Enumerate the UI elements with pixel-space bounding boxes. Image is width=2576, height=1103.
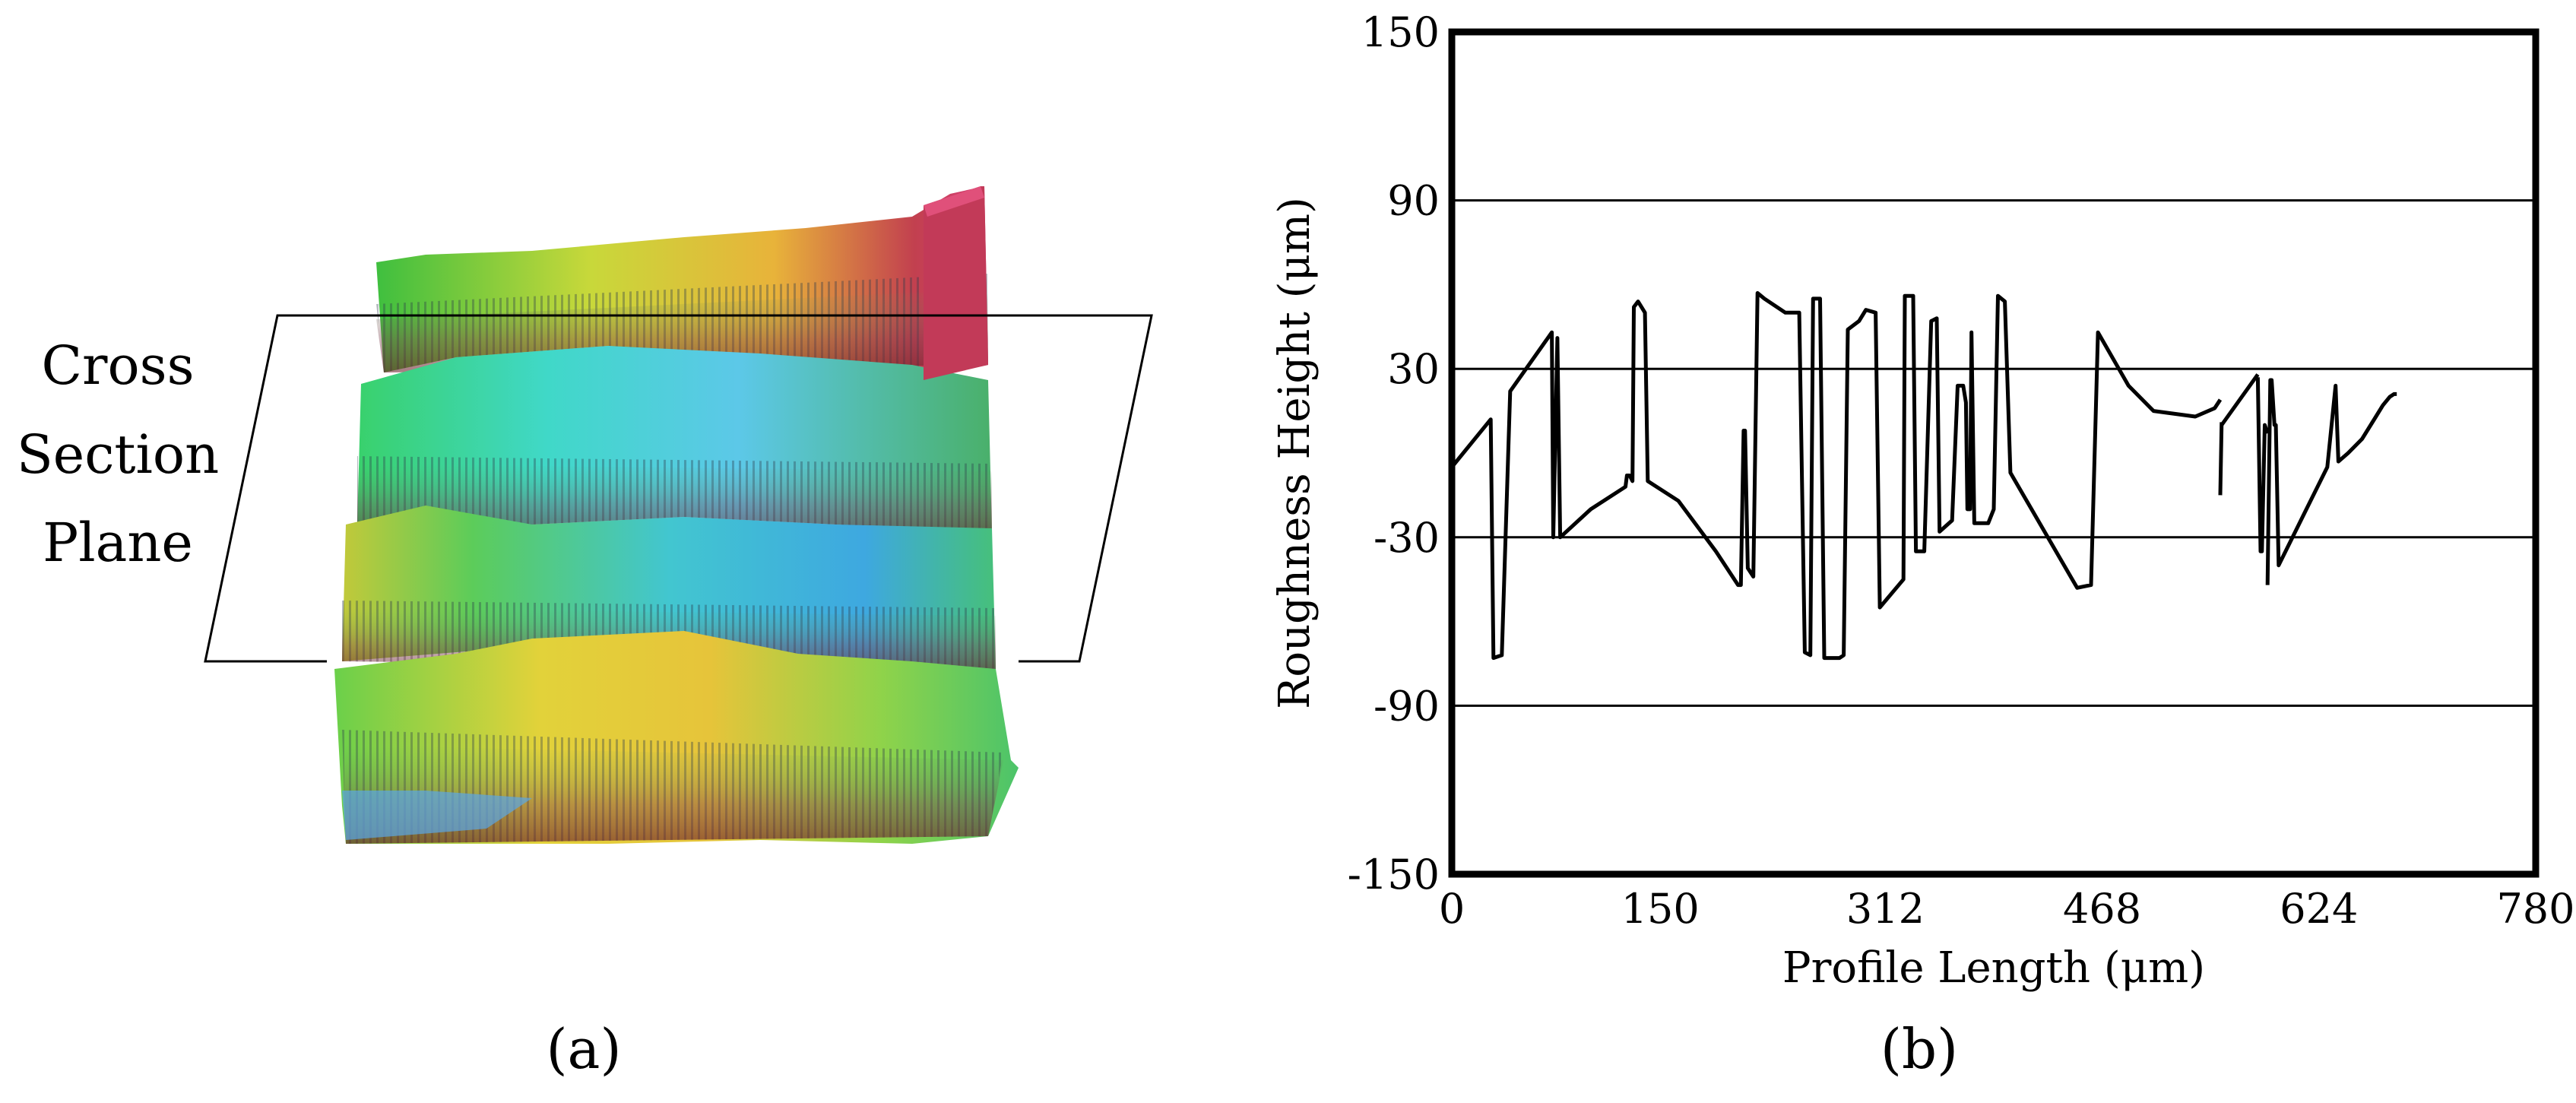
profile-line-segment [2255, 377, 2270, 553]
y-tick-label: 30 [1387, 345, 1440, 393]
cross-section-plane-outline [204, 314, 1153, 663]
panel-b-label: (b) [1881, 1017, 1958, 1081]
annotation-line-3: Plane [43, 512, 193, 574]
x-axis-label: Profile Length (μm) [1782, 943, 2205, 993]
surface-peak-spike [924, 186, 988, 380]
roughness-profile-chart: 150 90 30 -30 -90 -150 0 150 312 468 624 780 Profi… [1270, 8, 2575, 1081]
panel-b-roughness-chart: 150 90 30 -30 -90 -150 0 150 312 468 624 780 Profi… [1262, 0, 2576, 1103]
y-tick-label: 150 [1361, 8, 1440, 56]
x-tick-label: 468 [2063, 885, 2141, 933]
panel-a-surface-view: Cross Section Plane (a) [0, 0, 1186, 1103]
y-tick-labels: 150 90 30 -30 -90 -150 [1348, 8, 1440, 899]
x-tick-label: 150 [1621, 885, 1700, 933]
x-tick-label: 780 [2496, 885, 2574, 933]
surface-3d-figure: Cross Section Plane (a) [17, 186, 1153, 1081]
x-tick-label: 312 [1846, 885, 1925, 933]
annotation-line-2: Section [17, 423, 219, 486]
profile-line-segment [2265, 378, 2397, 585]
plot-frame [1448, 28, 2540, 878]
profile-line-layer [1450, 291, 2397, 661]
y-tick-label: 90 [1387, 177, 1440, 225]
y-tick-label: -30 [1374, 514, 1440, 562]
x-tick-labels: 0 150 312 468 624 780 [1439, 885, 2575, 933]
profile-line-segment [1450, 291, 2223, 661]
x-tick-label: 0 [1439, 885, 1465, 933]
annotation-line-1: Cross [41, 334, 194, 397]
y-tick-label: -90 [1374, 682, 1440, 730]
y-tick-label: -150 [1348, 851, 1440, 899]
profile-line-segment [2220, 373, 2260, 426]
y-axis-label: Roughness Height (μm) [1270, 197, 1320, 709]
x-tick-label: 624 [2280, 885, 2358, 933]
profile-line-segment [2218, 422, 2224, 496]
panel-a-label: (a) [546, 1017, 621, 1081]
